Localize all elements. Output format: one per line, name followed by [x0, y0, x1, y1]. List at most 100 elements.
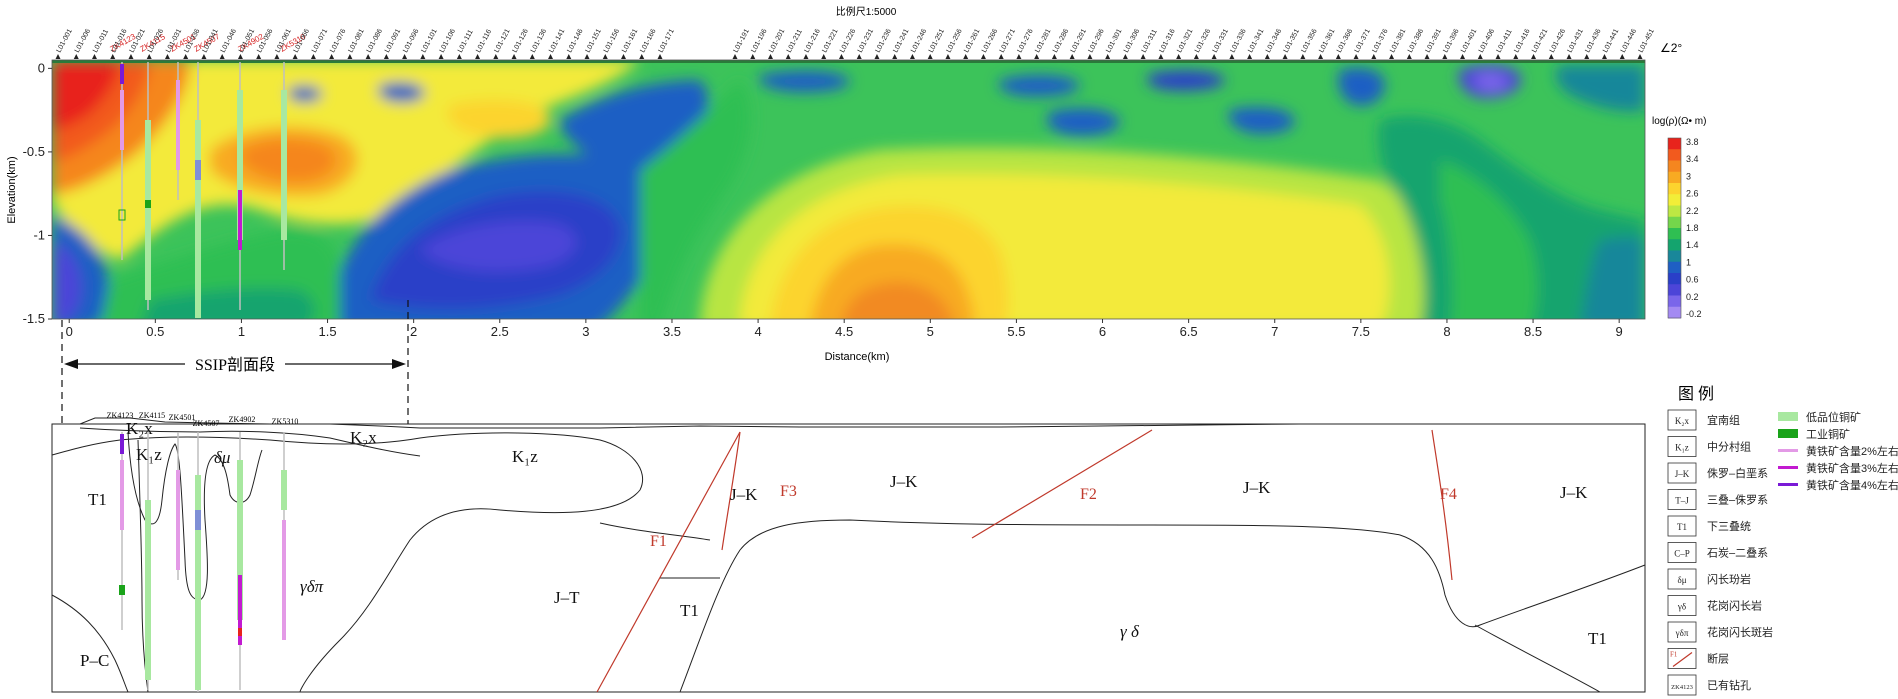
station-marker [1460, 54, 1466, 59]
station-marker [945, 54, 951, 59]
x-tick-label: 8 [1443, 324, 1450, 339]
station-marker [803, 54, 809, 59]
bh-label-zk5310: ZK5310 [272, 417, 299, 426]
station-marker [511, 54, 517, 59]
fault-f2-line [971, 429, 1153, 539]
station-marker [1158, 54, 1164, 59]
station-label: L01-331 [1212, 28, 1230, 54]
unit-k1z-a: K₁z [136, 445, 162, 464]
station-marker [1442, 54, 1448, 59]
station-label: L01-116 [475, 28, 493, 54]
station-label: L01-156 [603, 28, 621, 54]
y-axis-ticks: 0 -0.5 -1 -1.5 [23, 60, 52, 326]
station-marker [1513, 54, 1519, 59]
unit-t1-c: T1 [1588, 629, 1607, 648]
station-label: L01-276 [1017, 28, 1035, 54]
station-label: L01-221 [821, 28, 839, 54]
colorbar-swatch [1668, 149, 1681, 161]
station-label: L01-286 [1052, 28, 1070, 54]
colorbar-swatch [1668, 205, 1681, 218]
colorbar-swatch [1668, 239, 1681, 251]
station-label: L01-126 [512, 28, 530, 54]
borehole-columns [119, 432, 287, 692]
legend-unit-label: 下三叠统 [1707, 520, 1751, 533]
station-label: L01-241 [892, 28, 910, 54]
station-label: L01-291 [1070, 28, 1088, 54]
plot-frame [51, 59, 1646, 320]
station-label: L01-271 [999, 28, 1017, 54]
fault-f3-line [721, 431, 741, 551]
legend-unit-label: 花岗闪长岩 [1707, 599, 1762, 613]
station-label: L01-086 [366, 28, 384, 54]
station-marker [1619, 54, 1625, 59]
station-label: L01-446 [1620, 28, 1638, 54]
colorbar-tick-label: -0.2 [1686, 309, 1702, 319]
station-label: L01-151 [585, 28, 603, 54]
colorbar-swatch [1668, 160, 1681, 173]
station-marker [128, 54, 134, 59]
legend-unit-symbol: δμ [1677, 575, 1686, 585]
station-marker [1087, 54, 1093, 59]
legend-unit-label: 三叠–侏罗系 [1707, 494, 1768, 507]
station-marker [1353, 54, 1359, 59]
legend-unit-symbol: γδπ [1675, 628, 1689, 638]
station-marker [1637, 54, 1643, 59]
unit-dmu: δμ [214, 448, 230, 467]
unit-jk-a: J–K [730, 485, 758, 504]
station-marker [292, 54, 298, 59]
station-marker [365, 54, 371, 59]
fault-f4-label: F4 [1440, 486, 1457, 503]
station-label: L01-166 [639, 28, 657, 54]
y-tick-label: -1.5 [23, 311, 45, 326]
station-marker [1282, 54, 1288, 59]
x-tick-label: 6 [1099, 324, 1106, 339]
station-marker [183, 54, 189, 59]
colorbar-swatch [1668, 228, 1681, 240]
colorbar-swatch [1668, 295, 1681, 308]
station-label: L01-341 [1247, 28, 1265, 54]
station-label: L01-361 [1318, 28, 1336, 54]
station-label: L01-226 [839, 28, 857, 54]
station-marker [980, 54, 986, 59]
station-marker [566, 54, 572, 59]
colorbar-tick-label: 2.6 [1686, 189, 1699, 199]
legend-unit-box [1667, 568, 1697, 590]
y-tick-label: -1 [33, 227, 45, 242]
colorbar-swatch [1668, 216, 1681, 229]
legend-unit-box [1667, 489, 1697, 510]
y-axis-label: Elevation(km) [6, 156, 18, 223]
station-marker [219, 54, 225, 59]
x-tick-label: 3.5 [663, 324, 681, 339]
legend-ore-label: 黄铁矿含量3%左右 [1806, 461, 1898, 475]
station-label: L01-211 [786, 28, 804, 54]
station-marker [584, 54, 590, 59]
station-label: L01-431 [1567, 28, 1585, 54]
station-label: L01-191 [733, 28, 751, 54]
fault-f3-label: F3 [780, 483, 797, 500]
station-label: L01-421 [1531, 28, 1549, 54]
legend-unit-symbol: J–K [1675, 469, 1690, 479]
legend-ore-label: 黄铁矿含量4%左右 [1806, 478, 1898, 492]
x-axis-ticks: 0 0.5 1 1.5 2 2.5 3 3.5 4 4.5 5 5.5 6 6.5 7 7.5 8 8.5 9 [66, 319, 1623, 339]
colorbar-swatch [1668, 273, 1681, 285]
station-marker [402, 54, 408, 59]
station-marker [821, 54, 827, 59]
station-marker [1424, 54, 1430, 59]
station-marker [438, 54, 444, 59]
x-axis-label: Distance(km) [825, 351, 890, 363]
legend-units: K₂x 宜南组 K₁z 中分村组 J–K 侏罗–白垩系 T–J 三叠–侏罗系 T1 下三叠统 C–P… [1667, 409, 1773, 696]
station-label: L01-246 [910, 28, 928, 54]
station-labels-right: L01-191 L01-196 L01-201 L01-211 L01-216 L01-2… [732, 28, 1656, 59]
unit-jk-b: J–K [890, 472, 918, 491]
ssip-arrow-left [64, 359, 78, 369]
station-marker [1584, 54, 1590, 59]
station-label: L01-401 [1460, 28, 1478, 54]
station-label: L01-296 [1087, 28, 1105, 54]
station-marker [1495, 54, 1501, 59]
station-label: L01-161 [621, 28, 639, 54]
station-label: L01-281 [1034, 28, 1052, 54]
station-marker [602, 54, 608, 59]
colorbar-swatch [1668, 183, 1681, 195]
